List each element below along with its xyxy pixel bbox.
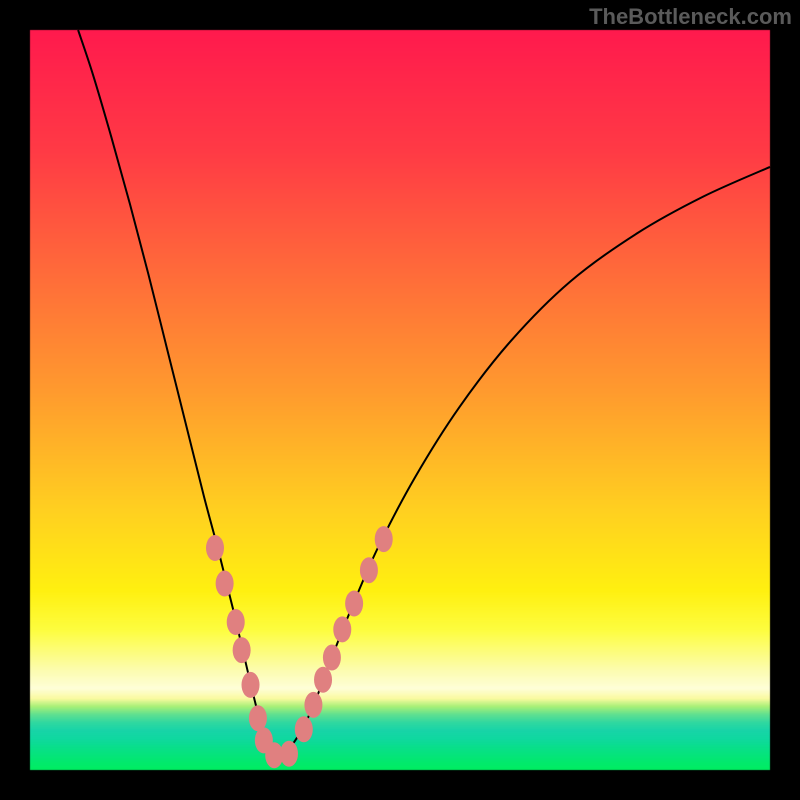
- data-marker: [360, 557, 378, 583]
- data-marker: [345, 591, 363, 617]
- watermark-text: TheBottleneck.com: [589, 4, 792, 30]
- data-marker: [206, 535, 224, 561]
- data-marker: [304, 692, 322, 718]
- data-marker: [333, 616, 351, 642]
- data-marker: [280, 741, 298, 767]
- data-marker: [242, 672, 260, 698]
- chart-container: TheBottleneck.com: [0, 0, 800, 800]
- data-marker: [216, 571, 234, 597]
- bottleneck-curve: [78, 30, 770, 757]
- data-marker: [323, 645, 341, 671]
- data-marker: [249, 705, 267, 731]
- data-marker: [314, 667, 332, 693]
- curve-svg-layer: [0, 0, 800, 800]
- data-marker: [295, 716, 313, 742]
- data-marker: [227, 609, 245, 635]
- data-marker: [375, 526, 393, 552]
- data-marker: [233, 637, 251, 663]
